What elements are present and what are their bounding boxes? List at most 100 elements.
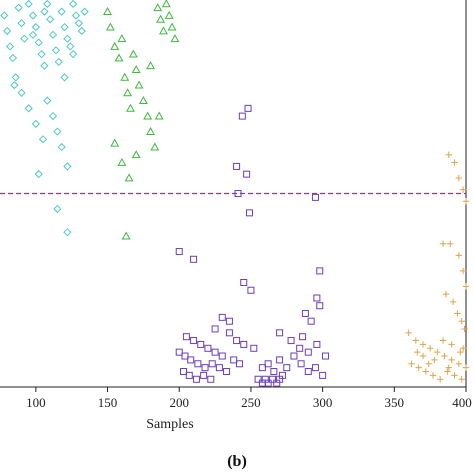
diamond-point [46,15,55,24]
triangle-point [128,49,138,58]
square-point [283,364,291,372]
plus-point [451,372,458,379]
diamond-point [28,11,38,20]
x-tick-label: 400 [452,395,472,410]
plus-point [461,325,468,333]
square-point [307,317,315,325]
plus-point [445,151,452,158]
square-point [218,352,226,360]
diamond-point [17,19,26,28]
plus-point [455,360,463,367]
plus-point [447,240,454,248]
square-point [244,104,252,112]
square-point [245,209,253,217]
diamond-point [57,142,66,152]
diamond-point [8,53,18,63]
x-tick-label: 150 [98,395,118,410]
plus-point [459,186,467,193]
diamond-point [24,104,33,113]
diamond-point [28,30,38,39]
plus-point [458,318,465,325]
square-point [250,344,258,352]
square-point [233,337,241,345]
square-point [296,344,304,352]
plus-point [425,360,432,367]
triangle-point [164,10,174,19]
diamond-point [40,7,49,16]
plus-point [455,174,463,182]
triangle-point [121,231,131,240]
diamond-point [31,119,40,128]
plus-point [415,364,422,371]
diamond-point [11,73,20,82]
diamond-point [63,34,72,43]
diamond-point [80,7,89,16]
plus-point [444,368,451,375]
diamond-point [60,22,69,32]
x-tick-label: 200 [169,395,189,410]
square-point [234,190,242,197]
plus-point [448,341,455,348]
x-tick-label: 350 [385,395,405,410]
square-point [192,375,200,383]
diamond-point [66,42,75,51]
x-tick-label: 250 [241,395,261,410]
triangle-point [153,3,163,12]
square-point [181,352,189,360]
plus-point [448,356,455,364]
triangle-point [114,53,124,62]
diamond-point [53,127,62,136]
plus-point [414,348,421,356]
square-point [240,279,248,287]
square-point [270,368,278,376]
triangle-point [120,72,130,81]
plus-point [429,372,437,379]
square-point [225,317,233,325]
square-point [304,348,312,356]
plus-point [454,310,461,317]
diamond-point [31,22,40,32]
square-point [313,294,321,302]
diamond-point [51,46,61,55]
plus-point [408,360,415,367]
plus-point [457,348,464,356]
square-point [316,302,324,310]
square-point [311,193,319,201]
x-axis-title: Samples [146,417,193,432]
triangle-point [138,95,148,104]
square-point [194,360,202,368]
square-point [175,348,183,356]
diamond-point [53,204,62,214]
square-point [319,371,327,379]
plus-point [441,352,448,360]
triangle-point [126,103,135,112]
square-point [223,368,231,376]
square-point [211,348,219,356]
square-point [175,248,183,256]
square-point [264,379,272,387]
diamond-point [69,0,78,8]
diamond-point [63,162,72,171]
plus-point [455,252,463,259]
plus-point [422,368,430,375]
square-point [204,344,212,352]
diamond-point [57,7,66,16]
square-point [254,375,262,383]
diamond-point [54,57,63,67]
diamond-point [43,0,52,8]
diamond-point [48,30,58,39]
square-point [301,309,309,317]
diamond-point [0,11,9,20]
triangle-point [150,142,160,151]
triangle-point [156,14,166,23]
triangle-point [117,34,127,43]
square-point [304,368,312,376]
square-point [215,364,223,372]
triangle-point [110,41,120,50]
square-point [297,360,305,368]
plus-point [462,283,470,290]
triangle-point [159,26,168,35]
diamond-point [5,42,15,51]
diamond-point [37,50,46,59]
